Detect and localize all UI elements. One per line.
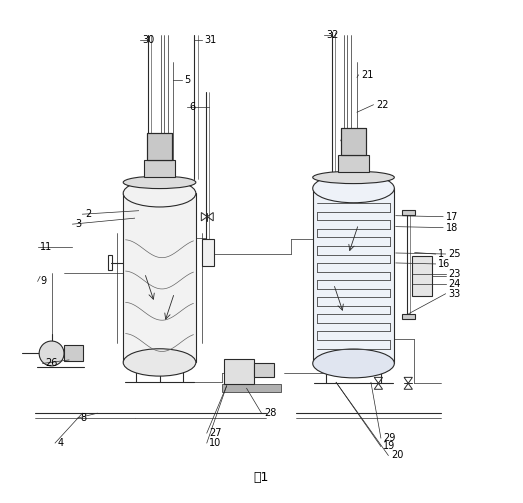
Text: 32: 32	[326, 30, 338, 40]
Text: 3: 3	[75, 219, 81, 229]
Bar	[146, 133, 173, 160]
Text: 24: 24	[448, 279, 460, 289]
Ellipse shape	[313, 349, 394, 378]
Bar	[202, 239, 214, 267]
Ellipse shape	[123, 349, 196, 376]
Bar	[144, 160, 175, 178]
Text: 27: 27	[209, 428, 222, 438]
Text: 20: 20	[391, 451, 403, 460]
Bar	[402, 210, 415, 215]
Text: 16: 16	[438, 259, 450, 269]
Ellipse shape	[123, 176, 196, 189]
Text: 19: 19	[383, 442, 395, 452]
Text: 26: 26	[45, 359, 58, 368]
Text: 9: 9	[40, 276, 46, 286]
Text: 图1: 图1	[254, 471, 269, 484]
Bar	[254, 363, 274, 377]
Bar	[412, 257, 432, 296]
Bar	[222, 384, 281, 392]
Text: 5: 5	[185, 75, 191, 85]
Text: 11: 11	[40, 241, 52, 252]
Text: 29: 29	[383, 433, 396, 443]
Text: 18: 18	[446, 223, 458, 232]
Bar	[313, 188, 394, 364]
Text: 25: 25	[448, 249, 461, 259]
Bar	[340, 128, 367, 155]
Text: 2: 2	[85, 209, 91, 219]
Bar	[340, 128, 367, 155]
Bar	[108, 256, 112, 271]
Text: 28: 28	[264, 408, 276, 418]
Text: 21: 21	[361, 70, 373, 80]
Text: 23: 23	[448, 269, 460, 279]
Text: 10: 10	[209, 438, 222, 448]
Bar	[402, 314, 415, 319]
Bar	[146, 133, 173, 160]
Bar	[64, 345, 83, 362]
Text: 30: 30	[142, 35, 154, 45]
Bar	[224, 360, 254, 384]
Text: 4: 4	[58, 438, 64, 448]
Text: 33: 33	[448, 289, 460, 299]
Ellipse shape	[313, 174, 394, 203]
Text: 17: 17	[446, 212, 458, 222]
Text: 22: 22	[376, 100, 389, 110]
Circle shape	[39, 341, 64, 366]
Text: 1: 1	[438, 249, 444, 259]
Text: 6: 6	[189, 102, 196, 112]
Ellipse shape	[123, 180, 196, 207]
Bar	[338, 155, 369, 173]
Ellipse shape	[313, 171, 394, 184]
Text: 31: 31	[204, 35, 217, 45]
Bar	[123, 193, 196, 363]
Text: 8: 8	[80, 413, 86, 423]
